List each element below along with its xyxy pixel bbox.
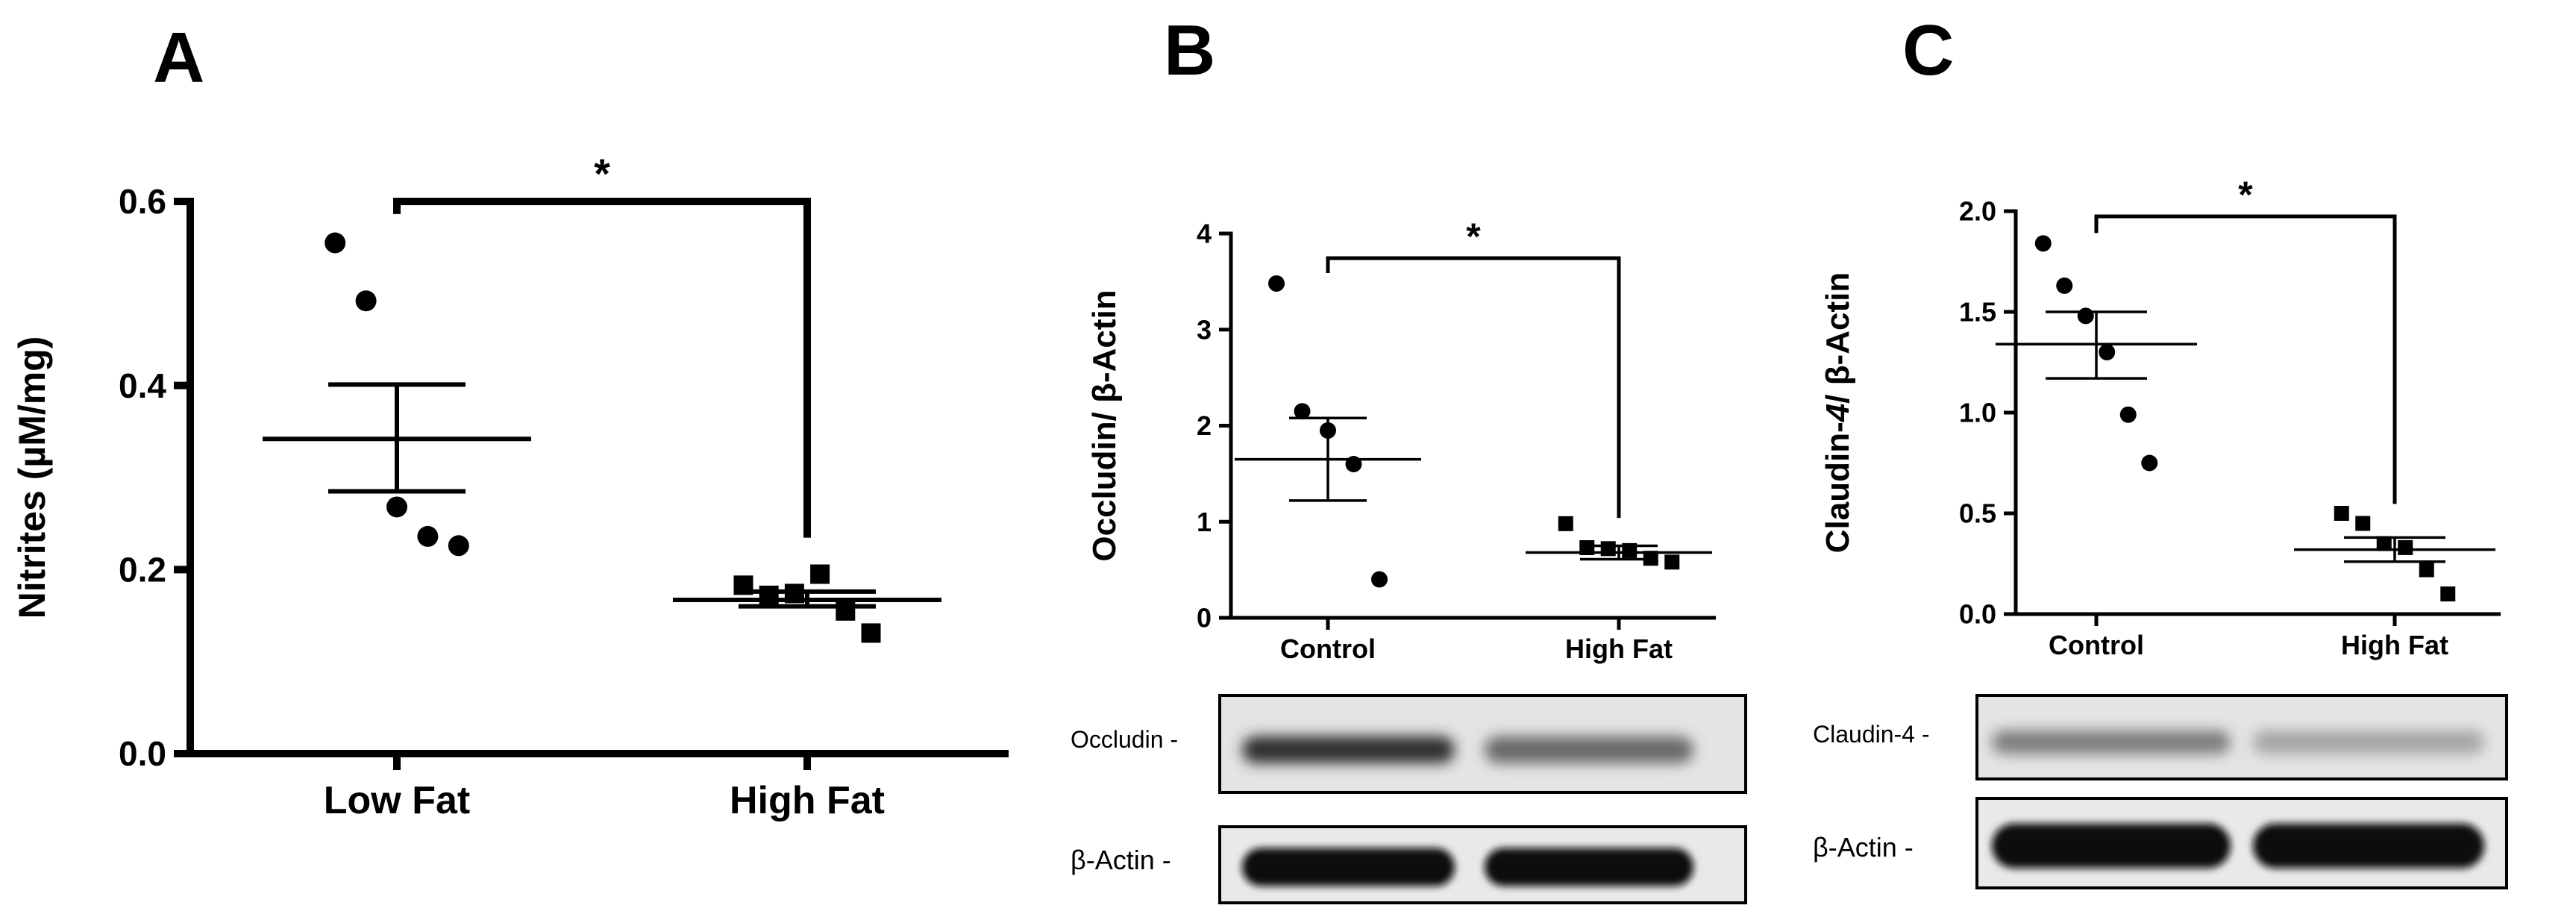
- data-point: [2077, 307, 2094, 325]
- blot-band: [1485, 848, 1693, 886]
- data-point: [2119, 406, 2137, 423]
- panel-c: C 0.0 0.5 1.0 1.5 2.0 Control High Fat Claudin-4…: [1813, 10, 2508, 889]
- data-point: [810, 564, 830, 584]
- panel-b: B 0 1 2 3 4 Control High Fat Occludin/ β-Actin * O…: [1071, 10, 1747, 904]
- data-point: [2419, 562, 2434, 578]
- panel-letter: C: [1902, 10, 1954, 90]
- y-tick-label: 2.0: [1959, 196, 1996, 227]
- significance-bracket: [393, 198, 811, 538]
- blot-band: [1242, 848, 1455, 886]
- x-category-label: High Fat: [2341, 630, 2448, 660]
- y-tick-label: 0: [1197, 603, 1212, 633]
- x-category-label: Low Fat: [324, 779, 470, 822]
- y-tick-label: 1.0: [1959, 398, 1996, 428]
- data-point: [448, 535, 469, 557]
- y-axis-label: Claudin-4/ β-Actin: [1820, 272, 1856, 553]
- blot-band: [1992, 823, 2231, 869]
- data-point: [2376, 536, 2392, 551]
- x-category-label: High Fat: [1565, 633, 1673, 664]
- blot-band: [1485, 736, 1693, 763]
- y-axis-label: Nitrites (µM/mg): [11, 337, 53, 619]
- data-point: [2056, 277, 2073, 294]
- y-tick-label: 4: [1197, 219, 1212, 249]
- blot-band: [2253, 730, 2484, 754]
- blot-label: Claudin-4 -: [1813, 721, 1930, 748]
- blot-label: Occludin -: [1071, 726, 1178, 753]
- data-point: [1664, 554, 1680, 570]
- y-tick-label: 0.2: [119, 550, 166, 589]
- data-point: [1268, 275, 1285, 292]
- blot-label: β-Actin -: [1071, 845, 1171, 875]
- significance-star: *: [2238, 174, 2253, 216]
- y-tick-label: 0.0: [1959, 599, 1996, 630]
- significance-star: *: [1466, 216, 1481, 257]
- y-axis-label: Occludin/ β-Actin: [1086, 290, 1123, 561]
- panel-letter: A: [153, 18, 204, 98]
- blot-band: [1992, 730, 2231, 754]
- x-category-label: Control: [2049, 630, 2144, 660]
- panel-a: A 0.0 0.2 0.4 0.6 Low Fat High Fat Nitrites (µM…: [11, 18, 1009, 822]
- data-point: [861, 623, 881, 643]
- data-point: [2355, 516, 2371, 531]
- data-point: [1371, 571, 1388, 588]
- y-tick-label: 0.6: [119, 182, 166, 221]
- y-tick-label: 0.4: [119, 366, 166, 405]
- y-tick-label: 0.0: [119, 734, 166, 773]
- data-point: [386, 496, 407, 518]
- y-tick-label: 0.5: [1959, 498, 1996, 529]
- data-point: [355, 290, 377, 312]
- x-category-label: High Fat: [730, 779, 885, 822]
- y-tick-label: 1.5: [1959, 297, 1996, 328]
- data-point: [417, 525, 439, 547]
- blot-band: [1242, 736, 1455, 763]
- data-point: [2334, 506, 2349, 521]
- y-tick-label: 1: [1197, 507, 1212, 537]
- panel-letter: B: [1164, 10, 1215, 90]
- x-category-label: Control: [1280, 633, 1376, 664]
- significance-bracket: [1326, 256, 1621, 519]
- data-point: [2440, 586, 2456, 601]
- data-point: [2034, 235, 2052, 252]
- blot-band: [2253, 823, 2484, 869]
- data-point: [2398, 539, 2413, 555]
- y-tick-label: 2: [1197, 410, 1212, 441]
- y-tick-label: 3: [1197, 314, 1212, 345]
- significance-star: *: [594, 150, 610, 197]
- data-point: [1558, 516, 1573, 531]
- data-point: [1294, 403, 1311, 420]
- blot-label: β-Actin -: [1813, 832, 1914, 863]
- data-point: [2099, 344, 2116, 360]
- significance-bracket: [2094, 214, 2397, 504]
- data-point: [325, 232, 346, 254]
- data-point: [1600, 541, 1616, 557]
- data-point: [2141, 454, 2158, 472]
